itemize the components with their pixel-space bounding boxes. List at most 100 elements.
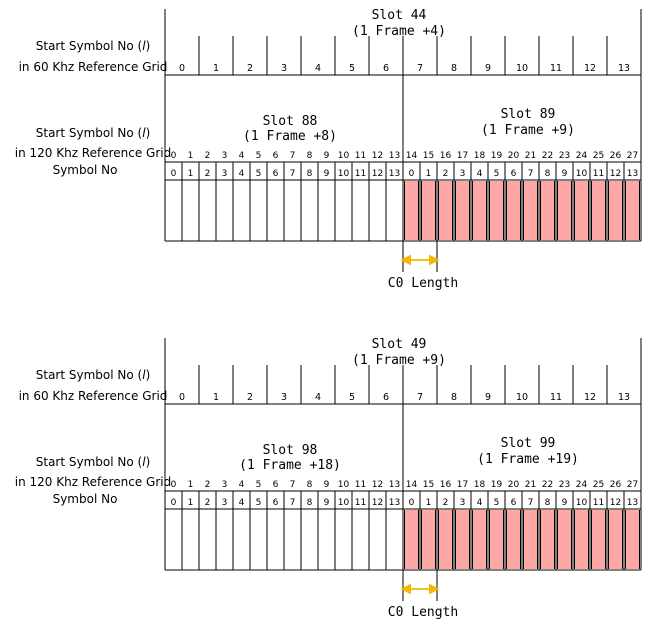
symbol-box-highlighted [489,181,504,240]
symbol-120-label: 24 [576,480,588,490]
symbol-box-highlighted [489,510,504,569]
symbol-box-highlighted [438,181,453,240]
symbol-120-label: 9 [324,151,330,161]
symbol-60-label: 3 [281,63,287,74]
slot120b-frame: (1 Frame +19) [477,452,579,467]
symbol-box-highlighted [591,510,606,569]
symbol-box-highlighted [625,181,640,240]
symbol-60-label: 10 [516,63,528,74]
c0-length-label: C0 Length [388,276,458,291]
symbol-no-label: 4 [239,169,245,179]
symbol-no-label: 2 [205,498,211,508]
symbol-no-label: 10 [338,169,350,179]
symbol-no-label: 7 [528,169,534,179]
symbol-120-label: 15 [423,151,434,161]
symbol-120-label: 21 [525,480,536,490]
symbol-no-label: 9 [324,498,330,508]
symbol-no-label: 1 [426,169,432,179]
symbol-no-label: 2 [205,169,211,179]
symbol-no-label: 0 [409,169,415,179]
symbol-120-label: 16 [440,480,452,490]
symbol-120-label: 12 [372,480,383,490]
symbol-no-label: 11 [355,169,366,179]
symbol-no-label: 4 [477,498,483,508]
symbol-no-label: 5 [256,498,262,508]
symbol-no-label: 8 [307,498,313,508]
symbol-120-label: 4 [239,151,245,161]
symbol-120-label: 2 [205,480,211,490]
symbol-60-label: 7 [417,392,423,403]
symbol-120-label: 6 [273,151,279,161]
symbol-120-label: 10 [338,151,350,161]
symbol-box-highlighted [540,510,555,569]
symbol-box-highlighted [608,510,623,569]
symbol-120-label: 25 [593,151,604,161]
symbol-120-label: 14 [406,480,418,490]
symbol-120-label: 10 [338,480,350,490]
symbol-60-label: 9 [485,63,491,74]
symbol-no-label: 11 [593,169,604,179]
symbol-120-label: 7 [290,151,296,161]
symbol-120-label: 0 [171,151,177,161]
symbol-box-highlighted [472,510,487,569]
symbol-box-highlighted [421,181,436,240]
symbol-no-label: 12 [372,498,383,508]
symbol-120-label: 6 [273,480,279,490]
symbol-box-highlighted [591,181,606,240]
symbol-60-label: 12 [584,63,596,74]
symbol-60-label: 9 [485,392,491,403]
symbol-no-label: 13 [627,169,638,179]
symbol-120-label: 25 [593,480,604,490]
symbol-no-label: 3 [460,169,466,179]
symbol-no-label: 4 [239,498,245,508]
symbol-no-label: 9 [562,498,568,508]
symbol-60-label: 7 [417,63,423,74]
label-symbol-no: Symbol No [53,163,118,177]
slot60-name: Slot 49 [372,337,427,352]
symbol-120-label: 26 [610,151,622,161]
symbol-no-label: 10 [576,498,588,508]
symbol-no-label: 3 [460,498,466,508]
symbol-box-highlighted [557,510,572,569]
symbol-60-label: 8 [451,63,457,74]
diagram-2: Slot 49(1 Frame +9)0 1 2 3 4 5 6 7 8 9 10 11 12 13Sta… [15,337,642,620]
slot120b-name: Slot 89 [501,107,556,122]
symbol-no-label: 0 [171,498,177,508]
symbol-no-label: 7 [290,498,296,508]
symbol-no-label: 1 [426,498,432,508]
label-start-symbol-120: Start Symbol No (l) [36,126,151,140]
symbol-box-highlighted [455,510,470,569]
slot60-frame: (1 Frame +9) [352,353,446,368]
symbol-no-label: 13 [389,498,400,508]
symbol-no-label: 8 [545,169,551,179]
symbol-no-label: 6 [511,169,517,179]
symbol-no-label: 6 [273,498,279,508]
symbol-120-label: 8 [307,151,313,161]
label-60-grid: in 60 Khz Reference Grid [19,60,168,74]
symbol-120-label: 1 [188,151,194,161]
symbol-no-label: 3 [222,169,228,179]
symbol-60-label: 8 [451,392,457,403]
symbol-60-label: 0 [179,63,185,74]
symbol-60-label: 10 [516,392,528,403]
symbol-120-label: 20 [508,480,520,490]
symbol-60-label: 12 [584,392,596,403]
label-120-grid: in 120 Khz Reference Grid [15,146,172,160]
symbol-no-label: 8 [545,498,551,508]
symbol-60-label: 11 [550,392,562,403]
symbol-120-label: 17 [457,151,468,161]
symbol-120-label: 11 [355,151,366,161]
symbol-no-label: 4 [477,169,483,179]
symbol-120-label: 16 [440,151,452,161]
symbol-120-label: 14 [406,151,418,161]
symbol-120-label: 12 [372,151,383,161]
symbol-120-label: 21 [525,151,536,161]
symbol-60-label: 2 [247,63,253,74]
symbol-no-label: 6 [273,169,279,179]
symbol-120-label: 22 [542,480,553,490]
symbol-no-label: 12 [610,498,621,508]
slot120b-name: Slot 99 [501,436,556,451]
symbol-no-label: 10 [576,169,588,179]
slot120a-frame: (1 Frame +18) [239,458,341,473]
